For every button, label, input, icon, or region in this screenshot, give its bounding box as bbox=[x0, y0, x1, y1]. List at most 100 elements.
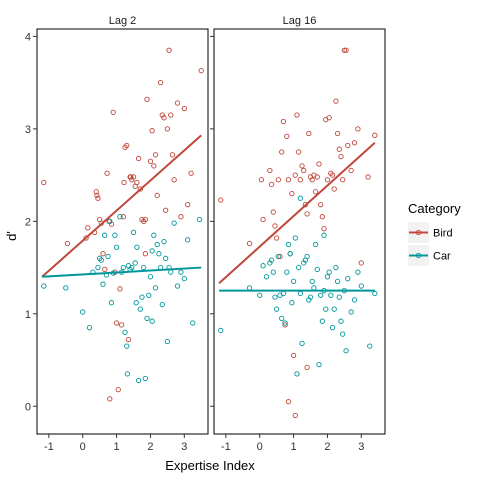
point-bird bbox=[110, 109, 116, 115]
point-bird bbox=[166, 47, 172, 53]
point-bird bbox=[355, 126, 361, 132]
point-bird bbox=[306, 130, 312, 137]
point-car bbox=[174, 283, 181, 289]
point-bird bbox=[178, 214, 184, 220]
point-bird bbox=[152, 152, 159, 158]
point-car bbox=[257, 292, 263, 298]
panel-title: Lag 16 bbox=[283, 15, 317, 27]
point-bird bbox=[329, 172, 336, 178]
x-tick-label: 2 bbox=[147, 441, 153, 453]
point-bird bbox=[119, 322, 125, 328]
point-bird bbox=[124, 142, 130, 149]
point-bird bbox=[142, 216, 149, 223]
point-car bbox=[185, 237, 191, 243]
point-car bbox=[135, 377, 142, 384]
point-bird bbox=[164, 126, 171, 132]
point-bird bbox=[125, 337, 132, 343]
point-car bbox=[372, 290, 378, 297]
point-bird bbox=[336, 146, 342, 152]
point-car bbox=[279, 315, 285, 322]
point-bird bbox=[365, 174, 371, 180]
point-bird bbox=[292, 172, 298, 178]
point-car bbox=[270, 269, 276, 275]
legend-point bbox=[415, 252, 422, 259]
point-car bbox=[275, 253, 281, 260]
point-car bbox=[334, 278, 341, 285]
point-car bbox=[260, 263, 266, 269]
point-bird bbox=[168, 112, 174, 118]
point-car bbox=[113, 244, 120, 250]
point-car bbox=[152, 285, 159, 291]
point-car bbox=[130, 229, 137, 236]
point-car bbox=[284, 269, 290, 275]
point-bird bbox=[321, 226, 327, 232]
point-car bbox=[289, 300, 295, 306]
point-car bbox=[285, 241, 292, 248]
x-tick-label: 0 bbox=[257, 441, 263, 453]
point-car bbox=[323, 306, 329, 312]
point-bird bbox=[83, 235, 89, 241]
point-bird bbox=[115, 386, 121, 393]
point-bird bbox=[142, 251, 149, 257]
point-car bbox=[312, 241, 319, 248]
legend: Category Bird Car bbox=[408, 201, 461, 266]
point-car bbox=[102, 232, 108, 238]
point-bird bbox=[128, 174, 134, 180]
x-tick-label: -1 bbox=[221, 441, 231, 453]
point-car bbox=[326, 269, 332, 275]
point-bird bbox=[282, 322, 288, 328]
point-car bbox=[272, 294, 278, 300]
x-tick-label: 0 bbox=[80, 441, 86, 453]
point-car bbox=[296, 264, 302, 271]
point-bird bbox=[351, 140, 358, 146]
point-bird bbox=[107, 396, 113, 402]
legend-item-car: Car bbox=[408, 245, 451, 266]
point-car bbox=[141, 264, 147, 271]
y-tick-label: 1 bbox=[25, 309, 31, 321]
panel-1: Lag 16 -1 0 1 2 3 bbox=[210, 11, 386, 453]
point-car bbox=[294, 371, 300, 377]
point-bird bbox=[137, 186, 143, 192]
point-bird bbox=[270, 209, 276, 215]
point-bird bbox=[151, 163, 157, 169]
point-bird bbox=[289, 190, 295, 197]
point-bird bbox=[85, 225, 91, 231]
x-tick-label: -1 bbox=[44, 441, 54, 453]
point-bird bbox=[169, 152, 176, 158]
legend-item-bird: Bird bbox=[408, 222, 453, 243]
strip-background bbox=[214, 11, 385, 29]
legend-title: Category bbox=[408, 201, 461, 216]
point-car bbox=[63, 285, 69, 291]
point-bird bbox=[324, 177, 331, 183]
point-car bbox=[307, 294, 314, 300]
point-car bbox=[124, 343, 130, 349]
point-car bbox=[345, 276, 351, 282]
point-car bbox=[343, 348, 349, 354]
point-car bbox=[178, 269, 184, 275]
point-bird bbox=[174, 100, 181, 106]
point-car bbox=[144, 315, 150, 322]
point-bird bbox=[171, 177, 177, 183]
point-car bbox=[324, 274, 331, 280]
point-car bbox=[134, 244, 140, 250]
point-bird bbox=[134, 179, 140, 186]
point-car bbox=[132, 260, 138, 266]
point-car bbox=[190, 320, 196, 326]
point-car bbox=[348, 309, 354, 315]
x-tick-label: 2 bbox=[324, 441, 330, 453]
point-bird bbox=[284, 133, 290, 139]
point-car bbox=[159, 301, 165, 308]
point-bird bbox=[149, 128, 155, 134]
point-bird bbox=[267, 167, 273, 174]
point-bird bbox=[246, 240, 253, 247]
point-bird bbox=[341, 47, 348, 53]
point-bird bbox=[135, 155, 142, 162]
point-car bbox=[319, 318, 326, 324]
point-car bbox=[149, 248, 155, 254]
point-car bbox=[336, 294, 342, 300]
point-bird bbox=[297, 177, 303, 183]
point-car bbox=[133, 300, 139, 306]
point-bird bbox=[218, 197, 224, 203]
point-car bbox=[129, 264, 135, 271]
